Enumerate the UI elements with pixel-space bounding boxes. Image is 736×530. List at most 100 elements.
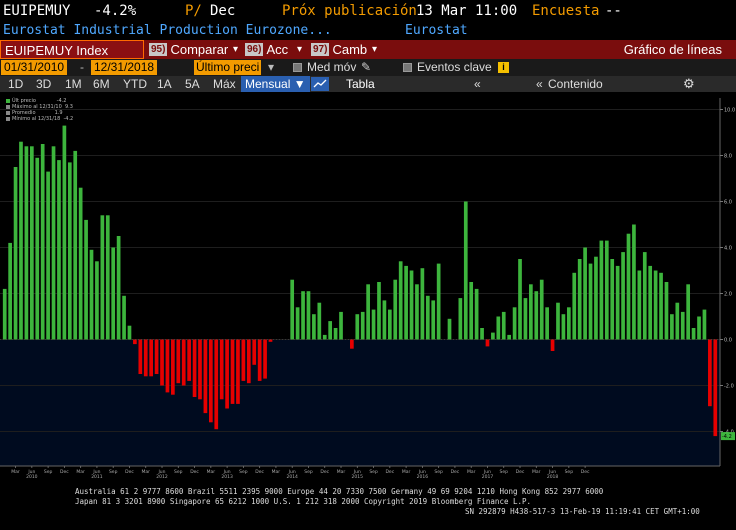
data-bar[interactable] (420, 268, 425, 340)
data-bar[interactable] (670, 314, 674, 340)
data-bar[interactable] (360, 311, 365, 340)
data-bar[interactable] (566, 307, 571, 340)
data-bar[interactable] (138, 339, 143, 375)
data-bar[interactable] (480, 328, 484, 340)
data-bar[interactable] (610, 259, 615, 340)
data-bar[interactable] (404, 265, 408, 340)
data-bar[interactable] (680, 311, 685, 340)
data-bar[interactable] (491, 332, 495, 340)
data-bar[interactable] (214, 339, 219, 430)
data-bar[interactable] (312, 314, 316, 340)
data-bar[interactable] (160, 339, 164, 386)
moving-avg-checkbox[interactable] (293, 63, 302, 72)
data-bar[interactable] (46, 171, 50, 340)
data-bar[interactable] (675, 302, 680, 340)
data-bar[interactable] (219, 339, 224, 400)
data-bar[interactable] (73, 150, 78, 340)
data-bar[interactable] (13, 167, 18, 340)
data-bar[interactable] (561, 314, 566, 340)
data-bar[interactable] (708, 339, 712, 407)
data-bar[interactable] (447, 318, 452, 340)
data-bar[interactable] (95, 261, 99, 340)
data-bar[interactable] (534, 291, 539, 340)
data-bar[interactable] (230, 339, 235, 404)
data-bar[interactable] (387, 309, 392, 340)
data-bar[interactable] (496, 316, 501, 340)
period-1d[interactable]: 1D (8, 77, 24, 91)
data-bar[interactable] (84, 219, 88, 340)
data-bar[interactable] (604, 240, 609, 340)
data-bar[interactable] (252, 339, 257, 365)
data-bar[interactable] (572, 272, 577, 340)
data-bar[interactable] (529, 284, 533, 340)
data-bar[interactable] (295, 307, 300, 340)
period-6m[interactable]: 6M (93, 77, 110, 91)
data-bar[interactable] (523, 298, 528, 340)
price-field-select[interactable]: Último preci (194, 60, 262, 75)
data-bar[interactable] (501, 311, 506, 340)
data-bar[interactable] (105, 215, 110, 340)
end-date-input[interactable]: 12/31/2018 (91, 60, 158, 75)
data-bar[interactable] (599, 240, 604, 340)
data-bar[interactable] (377, 282, 381, 340)
data-bar[interactable] (57, 160, 61, 340)
data-bar[interactable] (621, 252, 625, 340)
data-bar[interactable] (485, 339, 490, 347)
frequency-select[interactable]: Mensual ▼ (241, 76, 310, 92)
data-bar[interactable] (143, 339, 148, 377)
security-description[interactable]: Eurostat Industrial Production Eurozone.… (3, 23, 332, 38)
data-bar[interactable] (176, 339, 181, 384)
data-bar[interactable] (187, 339, 191, 381)
data-bar[interactable] (171, 339, 175, 395)
data-bar[interactable] (697, 316, 701, 340)
start-date-input[interactable]: 01/31/2010 (1, 60, 68, 75)
data-bar[interactable] (469, 282, 474, 340)
data-bar[interactable] (19, 141, 23, 340)
data-bar[interactable] (436, 263, 441, 340)
data-bar[interactable] (154, 339, 159, 375)
period-5a[interactable]: 5A (185, 77, 200, 91)
data-bar[interactable] (425, 295, 430, 340)
actions-chevron-icon[interactable]: ▾ (297, 44, 303, 55)
data-bar[interactable] (583, 247, 587, 340)
data-bar[interactable] (111, 247, 116, 340)
data-bar[interactable] (409, 270, 414, 340)
data-bar[interactable] (626, 233, 631, 340)
data-bar[interactable] (507, 334, 512, 340)
period-3d[interactable]: 3D (36, 77, 52, 91)
data-bar[interactable] (263, 339, 267, 379)
data-bar[interactable] (350, 339, 354, 349)
key-events-checkbox[interactable] (403, 63, 412, 72)
data-bar[interactable] (588, 263, 593, 340)
data-bar[interactable] (577, 259, 582, 340)
data-bar[interactable] (127, 325, 132, 340)
data-bar[interactable] (268, 339, 273, 342)
data-bar[interactable] (648, 265, 653, 340)
data-bar[interactable] (208, 339, 213, 423)
data-bar[interactable] (333, 328, 338, 340)
data-bar[interactable] (398, 261, 403, 340)
moving-avg-edit-icon[interactable]: ✎ (361, 60, 372, 74)
period-1m[interactable]: 1M (65, 77, 82, 91)
data-bar[interactable] (713, 339, 718, 437)
change-button[interactable]: 97) Camb (311, 40, 367, 59)
data-bar[interactable] (192, 339, 197, 398)
data-bar[interactable] (67, 162, 72, 340)
data-bar[interactable] (653, 270, 658, 340)
data-bar[interactable] (29, 146, 34, 340)
data-bar[interactable] (51, 146, 56, 340)
data-bar[interactable] (664, 282, 669, 340)
data-bar[interactable] (35, 157, 40, 340)
data-bar[interactable] (632, 224, 636, 340)
actions-button[interactable]: 96) Acc (245, 40, 288, 59)
data-bar[interactable] (290, 279, 295, 340)
data-bar[interactable] (133, 339, 137, 345)
change-chevron-icon[interactable]: ▾ (372, 44, 378, 55)
data-bar[interactable] (301, 291, 305, 340)
data-bar[interactable] (550, 339, 555, 352)
data-bar[interactable] (463, 201, 468, 340)
data-bar[interactable] (181, 339, 186, 386)
content-chevron-icon[interactable]: « (536, 77, 543, 91)
data-bar[interactable] (382, 300, 387, 340)
data-bar[interactable] (642, 252, 647, 340)
